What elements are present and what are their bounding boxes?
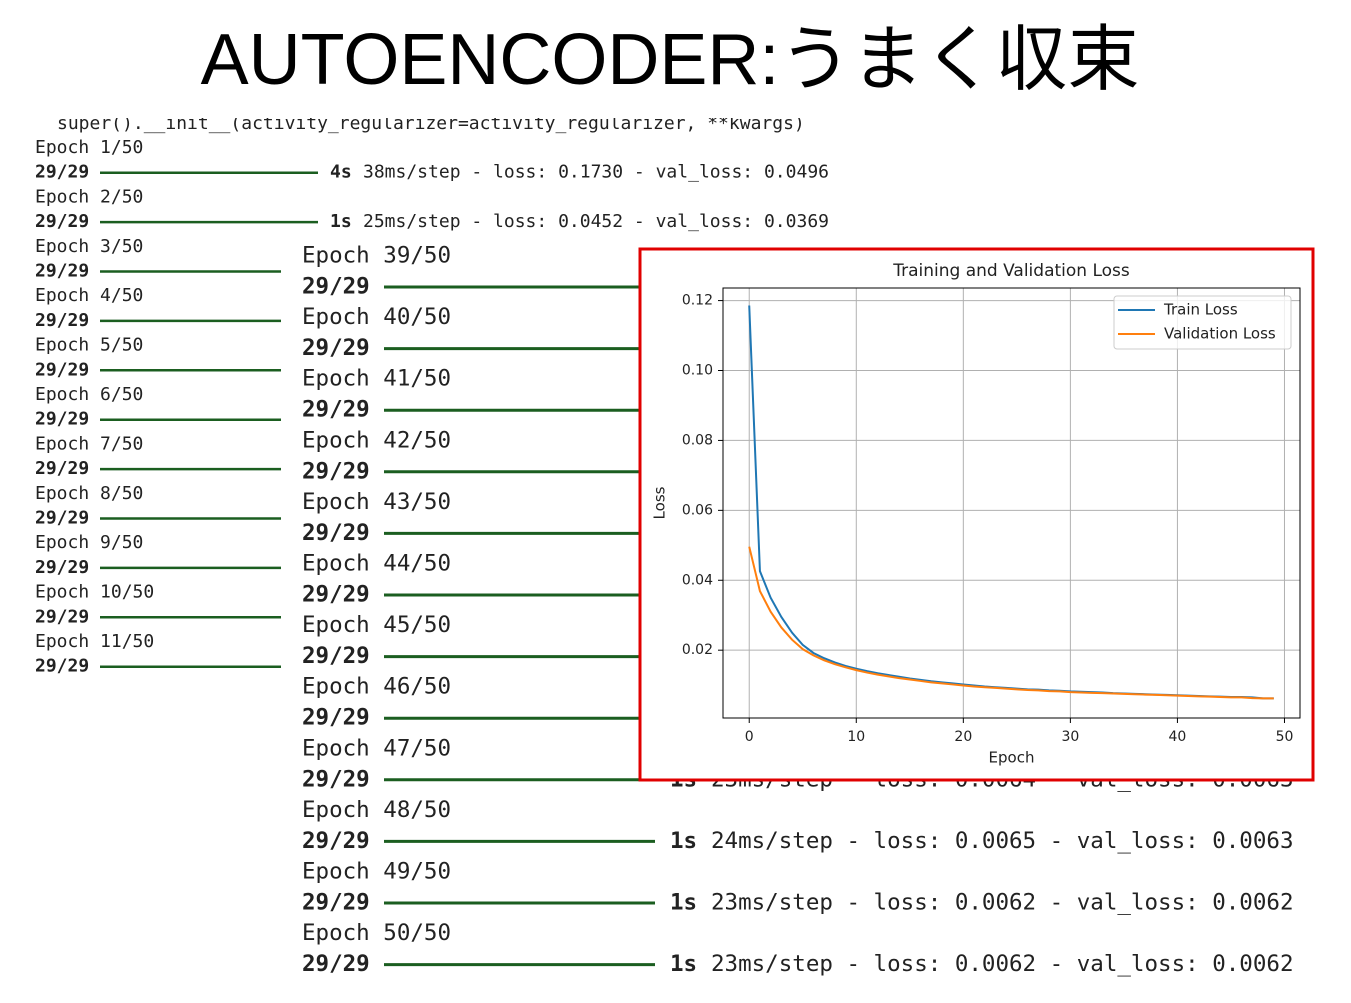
epoch-label: Epoch 41/50 [302, 366, 451, 392]
step-label: 29/29 [302, 705, 370, 731]
x-tick-label: 50 [1276, 729, 1294, 745]
step-label: 29/29 [35, 310, 89, 331]
step-time: 1s [670, 828, 697, 854]
step-label: 29/29 [35, 557, 89, 578]
loss-line [748, 546, 1274, 700]
step-time: 1s [670, 890, 697, 916]
legend-label: Validation Loss [1164, 325, 1276, 343]
legend-box [1113, 295, 1292, 350]
epoch-label: Epoch 7/50 [35, 433, 143, 454]
step-label: 29/29 [302, 397, 370, 423]
step-detail: 38ms/step - loss: 0.1730 - val_loss: 0.0… [363, 162, 829, 183]
epoch-label: Epoch 39/50 [302, 243, 451, 269]
x-tick-label: 0 [745, 729, 754, 745]
epoch-label: Epoch 8/50 [35, 483, 143, 504]
y-tick-label: 0.04 [682, 572, 713, 588]
x-axis-label: Epoch [989, 749, 1035, 767]
epoch-label: Epoch 47/50 [302, 735, 451, 761]
epoch-label: Epoch 2/50 [35, 186, 143, 207]
step-label: 29/29 [302, 951, 370, 977]
epoch-label: Epoch 42/50 [302, 427, 451, 453]
y-tick-label: 0.02 [682, 642, 713, 658]
epoch-label: Epoch 50/50 [302, 920, 451, 946]
step-label: 29/29 [302, 520, 370, 546]
step-label: 29/29 [35, 359, 89, 380]
step-detail: 24ms/step - loss: 0.0065 - val_loss: 0.0… [711, 828, 1293, 854]
step-label: 29/29 [302, 582, 370, 608]
chart-title: Training and Validation Loss [892, 261, 1130, 281]
step-label: 29/29 [35, 409, 89, 430]
legend-label: Train Loss [1163, 301, 1238, 319]
step-label: 29/29 [302, 890, 370, 916]
step-label: 29/29 [302, 766, 370, 792]
step-time: 1s [670, 951, 697, 977]
step-detail: 23ms/step - loss: 0.0062 - val_loss: 0.0… [711, 951, 1293, 977]
epoch-label: Epoch 1/50 [35, 137, 143, 158]
epoch-label: Epoch 44/50 [302, 551, 451, 577]
epoch-label: Epoch 45/50 [302, 612, 451, 638]
step-label: 29/29 [35, 458, 89, 479]
step-detail: 25ms/step - loss: 0.0452 - val_loss: 0.0… [363, 211, 829, 232]
y-tick-label: 0.06 [682, 502, 713, 518]
epoch-label: Epoch 11/50 [35, 631, 154, 652]
step-label: 29/29 [35, 211, 89, 232]
epoch-label: Epoch 46/50 [302, 674, 451, 700]
step-label: 29/29 [302, 458, 370, 484]
y-axis-label: Loss [651, 486, 669, 519]
step-time: 4s [330, 162, 352, 183]
y-tick-label: 0.12 [682, 293, 713, 309]
plot-frame [722, 287, 1301, 719]
epoch-label: Epoch 48/50 [302, 797, 451, 823]
step-label: 29/29 [35, 261, 89, 282]
epoch-label: Epoch 4/50 [35, 285, 143, 306]
chart: Training and Validation Loss 0 10 20 30 40 50 0… [651, 261, 1301, 767]
step-label: 29/29 [35, 162, 89, 183]
step-label: 29/29 [35, 656, 89, 677]
step-label: 29/29 [302, 335, 370, 361]
x-tick-label: 30 [1061, 729, 1079, 745]
header-mask [0, 100, 1351, 118]
step-label: 29/29 [302, 643, 370, 669]
epoch-label: Epoch 43/50 [302, 489, 451, 515]
step-label: 29/29 [35, 606, 89, 627]
step-time: 1s [330, 211, 352, 232]
step-label: 29/29 [302, 828, 370, 854]
step-label: 29/29 [35, 508, 89, 529]
step-detail: 23ms/step - loss: 0.0062 - val_loss: 0.0… [711, 890, 1293, 916]
log-header: super().__init__(activity_regularizer=ac… [57, 113, 805, 134]
step-label: 29/29 [302, 274, 370, 300]
epoch-label: Epoch 5/50 [35, 335, 143, 356]
epoch-label: Epoch 9/50 [35, 532, 143, 553]
y-tick-label: 0.08 [682, 432, 713, 448]
slide-title: AUTOENCODER:うまく収束 [201, 20, 1140, 100]
x-tick-label: 10 [847, 729, 865, 745]
epoch-label: Epoch 49/50 [302, 859, 451, 885]
epoch-label: Epoch 10/50 [35, 582, 154, 603]
epoch-label: Epoch 6/50 [35, 384, 143, 405]
epoch-label: Epoch 3/50 [35, 236, 143, 257]
y-tick-label: 0.10 [682, 363, 713, 379]
epoch-label: Epoch 40/50 [302, 304, 451, 330]
x-tick-label: 20 [954, 729, 972, 745]
x-tick-label: 40 [1169, 729, 1187, 745]
